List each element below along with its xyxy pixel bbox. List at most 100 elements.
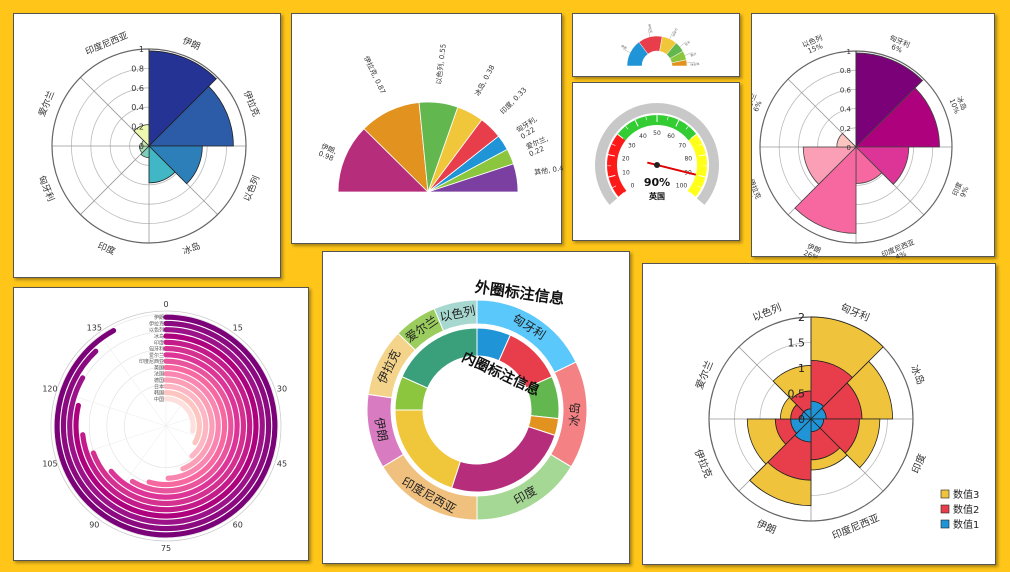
radial-tick: 0.8 — [131, 64, 144, 73]
slice-label: 伊朗 — [620, 43, 628, 50]
bar-label: 伊拉克 — [149, 320, 164, 327]
radial-bar — [163, 377, 215, 472]
gauge-value: 90% — [644, 176, 670, 189]
category-label: 爱尔兰 — [693, 358, 716, 391]
radial-tick: 0.8 — [840, 67, 851, 75]
category-label: 印度9% — [950, 181, 971, 200]
stacked-sector — [749, 461, 812, 507]
radial-tick: 1 — [139, 45, 144, 54]
radial-bar — [163, 396, 196, 434]
bar-label: 韩国 — [154, 390, 164, 397]
slice-label: 以色列 — [671, 27, 679, 37]
gauge-tick — [625, 125, 629, 130]
category-label: 伊拉克 — [241, 89, 262, 119]
slice-label: 伊朗,0.98 — [317, 141, 338, 163]
radial-bar — [163, 371, 221, 481]
polar-sector — [148, 85, 234, 147]
stacked-sector — [746, 418, 787, 465]
gauge-tick-label: 10 — [622, 170, 630, 177]
gauge-band — [617, 115, 697, 141]
category-label: 伊拉克24% — [752, 177, 763, 203]
angle-tick: 15 — [233, 323, 243, 332]
polar-sector — [802, 146, 857, 185]
legend-label: 数值1 — [953, 518, 979, 531]
chart-panel-3: 伊朗 伊拉克 以色列 冰岛 印度 匈牙利 — [572, 13, 740, 77]
radial-tick: 0.4 — [131, 103, 144, 112]
radial-bar — [67, 327, 265, 525]
slice-label: 冰岛, 0.38 — [473, 63, 497, 97]
category-label: 以色列 — [241, 174, 262, 204]
category-label: 印度尼西亚 — [83, 29, 129, 57]
stacked-sector — [844, 418, 881, 469]
category-label: 印度尼西亚 — [830, 511, 881, 542]
pie-slice — [427, 163, 519, 193]
angle-tick: 90 — [89, 521, 99, 530]
angle-tick: 135 — [87, 323, 102, 332]
bar-label: 印度尼西亚 — [139, 358, 164, 365]
category-label: 匈牙利 — [839, 301, 872, 324]
radial-bar — [108, 352, 240, 500]
category-label: 冰岛 — [908, 363, 928, 386]
radial-bar — [60, 320, 272, 532]
radial-tick: 0.2 — [131, 123, 144, 132]
chart-radial-bar: 0 15 30 45 60 75 90 105 120 135 伊朗伊拉克以色列冰岛印度匈牙利爱尔兰… — [42, 300, 287, 553]
chart-panel-5: 0 0.2 0.4 0.6 0.8 1 匈牙利6% 冰岛10% 印度9% 印度尼西亚4% 伊朗26%… — [751, 13, 995, 258]
polar-sector — [855, 52, 924, 148]
polar-sector — [148, 50, 217, 147]
gauge-tick-label: 50 — [653, 130, 661, 137]
radial-tick: 1 — [847, 48, 851, 56]
bar-label: 冰岛 — [154, 333, 164, 340]
gauge-tick — [675, 119, 680, 127]
grid-spoke — [80, 145, 150, 215]
gauge-tick — [667, 116, 669, 121]
leader-line — [684, 52, 693, 56]
gauge-tick — [611, 143, 616, 146]
gauge-tick — [618, 192, 625, 198]
gauge-tick — [689, 192, 696, 198]
slice-label: 伊拉克, 0.87 — [362, 54, 388, 95]
slice-label: 冰岛 — [684, 40, 692, 48]
polar-sector — [138, 145, 150, 154]
inner-slice — [401, 327, 478, 389]
radial-tick: 1.5 — [788, 337, 806, 350]
gauge-tick-label: 30 — [628, 142, 636, 149]
radial-bar — [146, 364, 228, 488]
gauge-rim — [595, 102, 719, 205]
chart-panel-1: 0 0.2 0.4 0.6 0.8 1 伊朗 伊拉克 以色列 冰岛 印度 匈牙利 爱尔兰 印度尼西亚 — [13, 13, 281, 278]
radial-bar — [90, 345, 246, 506]
polar-sector — [148, 145, 203, 185]
gauge-tick — [698, 143, 703, 146]
bar-label: 英国 — [154, 364, 164, 371]
gauge-tick — [634, 119, 639, 127]
chart-panel-8: 0 0.5 1 1.5 2 匈牙利 冰岛 印度 印度尼西亚 伊朗 伊拉克 爱尔兰 以色列 数值3 数值2 数值… — [642, 263, 996, 565]
polar-sector — [148, 145, 176, 184]
angle-tick: 105 — [42, 460, 57, 469]
bar-label: 匈牙利 — [149, 346, 164, 353]
gauge-tick — [612, 185, 617, 188]
bar-label: 以色列 — [149, 327, 164, 334]
gauge-band — [607, 134, 627, 198]
slice-label: 印度 — [690, 51, 697, 58]
chart-gauge: 010203040506070809010090%英国 — [595, 102, 719, 205]
radial-tick: 0 — [139, 142, 144, 151]
polar-sector — [855, 146, 910, 185]
bar-label: 伊朗 — [154, 314, 164, 321]
radial-bar — [54, 314, 278, 538]
radial-tick: 0.6 — [840, 86, 852, 94]
radial-tick: 0 — [798, 413, 805, 426]
angle-tick: 120 — [42, 384, 57, 393]
legend-swatch — [940, 489, 950, 499]
category-label: 印度 — [96, 240, 117, 258]
gauge-tick — [698, 154, 707, 157]
bar-label: 印度 — [154, 339, 164, 346]
gauge-tick-label: 100 — [676, 183, 688, 190]
angle-tick: 30 — [277, 384, 287, 393]
angle-tick: 75 — [161, 544, 171, 553]
gauge-tick-label: 80 — [684, 155, 692, 162]
category-label: 匈牙利 — [36, 174, 57, 204]
category-label: 伊朗 — [755, 518, 778, 537]
radial-tick: 0.5 — [788, 388, 806, 401]
